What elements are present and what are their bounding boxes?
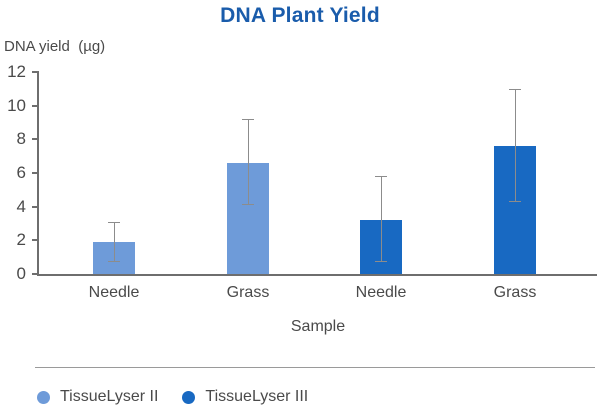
y-tick-mark	[32, 138, 39, 141]
error-bar-cap-top	[509, 88, 521, 90]
y-tick-label: 10	[7, 95, 26, 115]
legend-item: TissueLyser III	[182, 388, 308, 406]
legend-swatch-icon	[182, 390, 196, 404]
y-tick-mark	[32, 239, 39, 242]
y-tick-label: 4	[16, 196, 26, 216]
error-bar-line	[514, 88, 516, 202]
y-tick-label: 0	[16, 264, 26, 283]
legend-item: TissueLyser II	[37, 388, 158, 406]
x-category-label: Grass	[226, 284, 270, 301]
y-tick-mark	[32, 205, 39, 208]
error-bar-line	[380, 176, 382, 263]
error-bar-line	[247, 119, 249, 205]
error-bar-line	[113, 221, 115, 263]
legend-label: TissueLyser II	[60, 388, 159, 405]
y-tick-mark	[32, 71, 39, 73]
x-category-label: Needle	[355, 284, 407, 301]
x-axis-title: Sample	[290, 318, 346, 335]
y-tick-label: 12	[7, 62, 26, 81]
y-tick-mark	[32, 172, 39, 174]
error-bar-cap-bottom	[242, 203, 254, 205]
y-tick-label: 2	[16, 230, 26, 250]
y-tick-label: 8	[16, 129, 26, 149]
chart-title: DNA Plant Yield	[220, 4, 380, 27]
y-tick-mark	[32, 273, 39, 275]
error-bar-cap-bottom	[375, 261, 387, 263]
legend-swatch-icon	[37, 390, 50, 404]
y-tick-label: 6	[16, 163, 26, 182]
legend: TissueLyser II TissueLyser III	[37, 388, 308, 406]
plot-area: Sample 0 2 4 6 8 10 12 Needle Grass Needle Grass	[7, 62, 597, 335]
legend-label: TissueLyser III	[205, 388, 309, 405]
error-bar-cap-top	[242, 119, 254, 121]
x-category-label: Needle	[88, 284, 140, 301]
y-axis-title: DNA yield (µg)	[4, 38, 106, 55]
y-tick-mark	[32, 104, 39, 107]
error-bar-cap-top	[375, 176, 387, 178]
error-bar-cap-top	[108, 221, 120, 223]
legend-divider-line	[35, 367, 595, 368]
error-bar-cap-bottom	[509, 200, 521, 202]
x-category-label: Grass	[493, 284, 537, 301]
error-bar-cap-bottom	[108, 261, 120, 263]
